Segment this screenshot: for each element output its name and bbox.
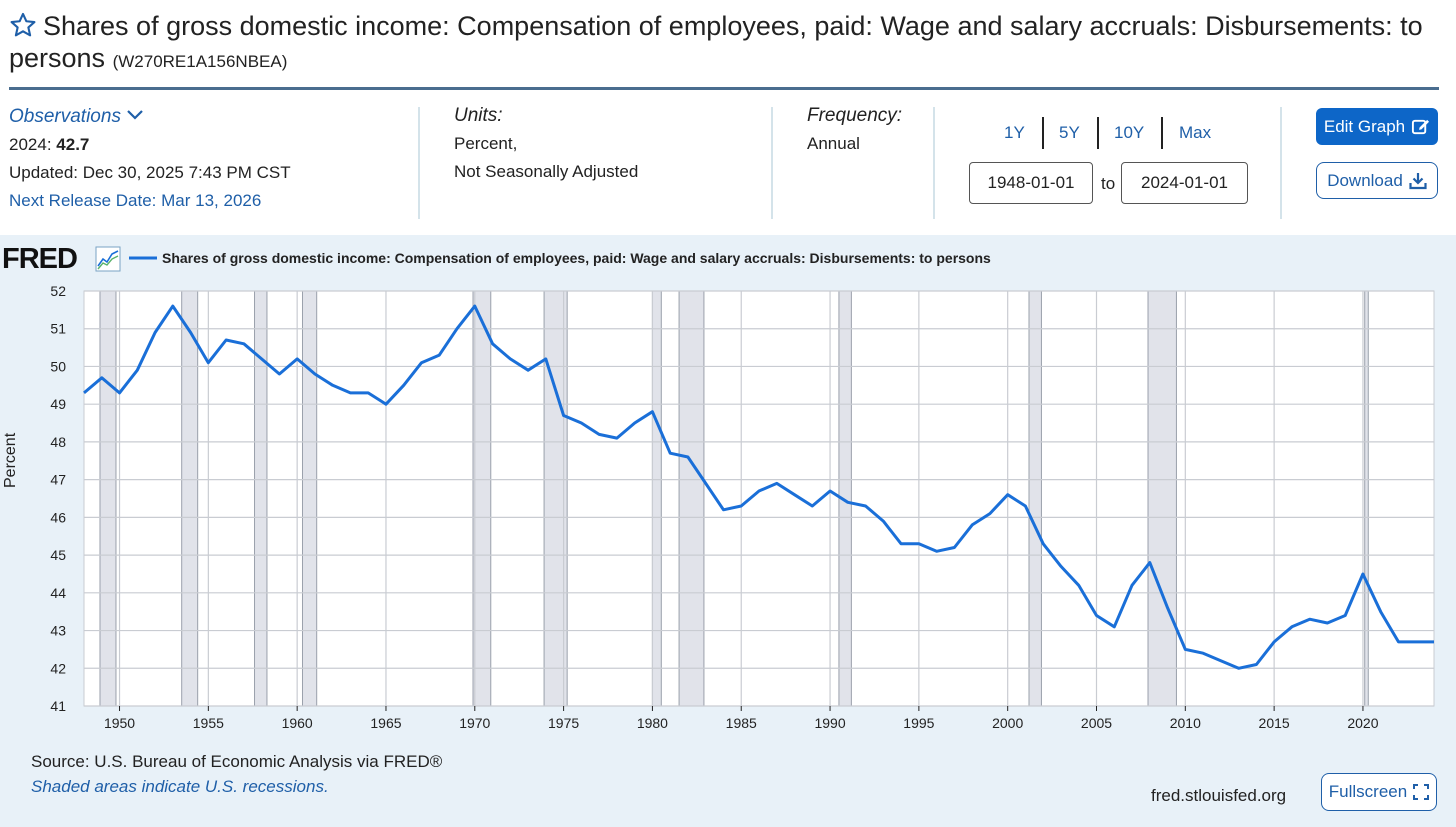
meta-divider <box>933 107 935 219</box>
download-icon <box>1409 172 1427 189</box>
recession-shade <box>181 291 198 706</box>
y-tick-label: 43 <box>50 623 66 639</box>
line-chart[interactable]: 41 42 43 44 45 46 47 48 49 50 51 52 1950 1955 1960 1965… <box>0 270 1456 740</box>
page-title: Shares of gross domestic income: Compens… <box>9 10 1439 78</box>
x-tick-label: 2005 <box>1081 715 1112 731</box>
fullscreen-icon <box>1413 784 1430 800</box>
x-tick-label: 2020 <box>1347 715 1378 731</box>
recession-shade <box>473 291 491 706</box>
x-tick-label: 1975 <box>548 715 579 731</box>
download-label: Download <box>1327 170 1403 190</box>
updated-date: Updated: Dec 30, 2025 7:43 PM CST <box>9 163 291 182</box>
latest-label: 2024: <box>9 135 52 154</box>
fullscreen-label: Fullscreen <box>1328 782 1408 801</box>
edit-graph-label: Edit Graph <box>1323 116 1406 136</box>
source-note: Source: U.S. Bureau of Economic Analysis… <box>31 752 443 771</box>
range-5y-label[interactable]: 5Y <box>1059 123 1080 142</box>
y-tick-label: 41 <box>50 698 66 714</box>
x-tick-label: 1950 <box>104 715 135 731</box>
recession-shade <box>544 291 568 706</box>
units-label: Units: <box>454 105 503 126</box>
recession-shade <box>1148 291 1177 706</box>
y-tick-label: 52 <box>50 283 66 299</box>
title-rule <box>9 87 1439 90</box>
recession-shade <box>838 291 852 706</box>
range-10y-label[interactable]: 10Y <box>1114 123 1145 142</box>
recession-shade <box>1364 291 1369 706</box>
start-date-input[interactable]: 1948-01-01 <box>969 162 1093 204</box>
range-5y[interactable]: 5Y <box>1059 123 1080 143</box>
series-line <box>83 304 1434 670</box>
latest-value: 42.7 <box>56 135 90 154</box>
y-tick-label: 44 <box>50 585 66 601</box>
x-tick-label: 1980 <box>637 715 668 731</box>
range-separator <box>1042 117 1044 149</box>
recession-note: Shaded areas indicate U.S. recessions. <box>31 777 329 796</box>
frequency-label: Frequency: <box>807 105 903 126</box>
x-tick-label: 1995 <box>903 715 934 731</box>
recession-shade <box>1029 291 1042 706</box>
y-tick-label: 47 <box>50 472 66 488</box>
legend-label: Shares of gross domestic income: Compens… <box>162 250 991 266</box>
y-tick-label: 45 <box>50 547 66 563</box>
star-outline-icon[interactable] <box>9 11 37 39</box>
x-tick-label: 2000 <box>992 715 1023 731</box>
range-max-label[interactable]: Max <box>1179 123 1212 142</box>
x-tick-label: 1970 <box>459 715 490 731</box>
range-to-label: to <box>1101 174 1116 193</box>
range-max[interactable]: Max <box>1179 123 1211 143</box>
observations-toggle[interactable]: Observations <box>9 103 291 131</box>
frequency-block: Frequency: Annual <box>807 102 902 158</box>
series-id: (W270RE1A156NBEA) <box>112 52 288 71</box>
range-1y-label[interactable]: 1Y <box>1004 123 1025 142</box>
range-10y[interactable]: 10Y <box>1114 123 1144 143</box>
download-button[interactable]: Download <box>1316 162 1438 199</box>
edit-graph-button[interactable]: Edit Graph <box>1316 108 1438 145</box>
series-title: Shares of gross domestic income: Compens… <box>9 11 1423 73</box>
y-tick-label: 46 <box>50 509 66 525</box>
x-tick-label: 1985 <box>726 715 757 731</box>
y-tick-label: 48 <box>50 434 66 450</box>
units-block: Units: Percent, Not Seasonally Adjusted <box>454 102 638 186</box>
x-tick-label: 2015 <box>1259 715 1290 731</box>
plot-border <box>83 290 1435 707</box>
y-tick-label: 50 <box>50 358 66 374</box>
latest-observation: 2024: 42.7 <box>9 131 291 159</box>
x-tick-label: 1955 <box>193 715 224 731</box>
plot-area <box>84 291 1434 706</box>
edit-icon <box>1412 119 1430 135</box>
units-value: Percent, <box>454 134 518 153</box>
recession-shade <box>254 291 267 706</box>
recession-shade <box>652 291 662 706</box>
legend-line-icon <box>129 256 157 260</box>
fullscreen-button[interactable]: Fullscreen <box>1321 773 1437 811</box>
range-separator <box>1161 117 1163 149</box>
recession-shade <box>679 291 704 706</box>
y-axis-label: Percent <box>2 432 19 488</box>
observations-block: Observations 2024: 42.7 Updated: Dec 30,… <box>9 103 291 215</box>
x-tick-label: 2010 <box>1170 715 1201 731</box>
range-1y[interactable]: 1Y <box>1004 123 1025 143</box>
observations-label: Observations <box>9 106 121 127</box>
y-tick-label: 42 <box>50 660 66 676</box>
meta-divider <box>418 107 420 219</box>
end-date-input[interactable]: 2024-01-01 <box>1121 162 1248 204</box>
range-separator <box>1097 117 1099 149</box>
y-tick-label: 51 <box>50 321 66 337</box>
frequency-value: Annual <box>807 134 860 153</box>
units-adjustment: Not Seasonally Adjusted <box>454 162 639 181</box>
site-link[interactable]: fred.stlouisfed.org <box>1151 786 1287 805</box>
x-tick-label: 1990 <box>814 715 845 731</box>
y-tick-label: 49 <box>50 396 66 412</box>
recession-shade <box>302 291 317 706</box>
x-tick-label: 1965 <box>370 715 401 731</box>
meta-divider <box>1280 107 1282 219</box>
chart-trend-icon <box>95 246 121 272</box>
recession-shade <box>99 291 116 706</box>
fred-logo: FRED <box>2 243 78 275</box>
meta-divider <box>771 107 773 219</box>
chevron-down-icon <box>127 110 144 120</box>
next-release-link[interactable]: Next Release Date: Mar 13, 2026 <box>9 191 262 210</box>
x-tick-label: 1960 <box>282 715 313 731</box>
